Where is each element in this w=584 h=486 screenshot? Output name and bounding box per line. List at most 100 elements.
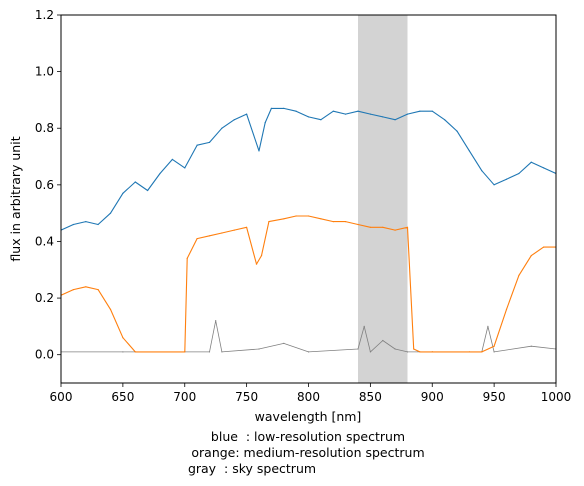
data-point-low-resolution <box>147 189 149 192</box>
data-point-low-resolution <box>134 181 136 183</box>
data-point-low-resolution <box>456 130 458 132</box>
data-point-low-resolution <box>171 158 173 160</box>
x-axis-label: wavelength [nm] <box>255 409 362 424</box>
data-point-low-resolution <box>264 122 266 124</box>
data-point-medium-resolution <box>505 308 508 310</box>
data-point-sky <box>406 351 409 353</box>
data-point-low-resolution <box>320 119 322 121</box>
data-point-medium-resolution <box>233 229 235 231</box>
data-point-low-resolution <box>419 110 421 112</box>
data-point-sky <box>363 325 365 327</box>
data-point-sky <box>487 325 489 327</box>
data-point-low-resolution <box>283 107 285 109</box>
series-line-sky <box>61 320 556 353</box>
data-point-medium-resolution <box>122 337 124 339</box>
data-point-low-resolution <box>505 178 508 180</box>
data-point-medium-resolution <box>413 348 415 350</box>
data-point-low-resolution <box>159 172 161 175</box>
data-point-sky <box>283 342 285 344</box>
data-point-medium-resolution <box>221 232 223 234</box>
data-point-medium-resolution <box>85 286 87 288</box>
data-point-sky <box>221 351 223 353</box>
data-point-sky <box>357 348 359 350</box>
data-point-sky <box>307 351 310 353</box>
data-point-medium-resolution <box>97 289 99 291</box>
data-point-low-resolution <box>468 150 470 152</box>
data-point-low-resolution <box>122 192 124 194</box>
y-tick-label: 1.0 <box>35 65 54 79</box>
data-point-low-resolution <box>543 167 545 169</box>
y-tick-label: 1.2 <box>35 8 54 22</box>
data-point-low-resolution <box>307 116 310 118</box>
x-tick-label: 600 <box>50 390 73 404</box>
data-point-medium-resolution <box>208 235 211 237</box>
data-point-low-resolution <box>530 161 532 163</box>
x-tick-label: 1000 <box>541 390 572 404</box>
data-point-low-resolution <box>357 110 359 112</box>
data-point-low-resolution <box>97 223 99 226</box>
data-point-medium-resolution <box>382 226 384 228</box>
data-point-low-resolution <box>196 144 198 146</box>
data-point-low-resolution <box>431 110 433 112</box>
data-point-medium-resolution <box>295 215 297 217</box>
data-point-low-resolution <box>184 167 186 169</box>
data-point-medium-resolution <box>307 215 310 217</box>
data-point-medium-resolution <box>493 345 495 347</box>
y-tick-label: 0.8 <box>35 121 54 135</box>
data-point-medium-resolution <box>260 255 263 257</box>
x-tick-label: 850 <box>359 390 382 404</box>
y-axis-ticks: 0.0 0.2 0.4 0.6 0.8 1.0 1.2 <box>35 8 61 362</box>
y-tick-label: 0.6 <box>35 178 54 192</box>
caption-line-orange: orange: medium-resolution spectrum <box>191 445 424 460</box>
data-point-low-resolution <box>444 119 446 121</box>
caption-line-blue: blue : low-resolution spectrum <box>211 429 405 444</box>
x-tick-label: 750 <box>235 390 258 404</box>
data-point-medium-resolution <box>468 351 470 353</box>
data-point-low-resolution <box>109 212 112 214</box>
data-point-low-resolution <box>394 119 396 121</box>
x-tick-label: 950 <box>483 390 506 404</box>
x-tick-label: 900 <box>421 390 444 404</box>
data-point-low-resolution <box>246 113 248 115</box>
data-point-sky <box>369 351 371 353</box>
plot-frame <box>60 14 557 384</box>
data-point-medium-resolution <box>394 229 396 231</box>
data-point-medium-resolution <box>332 221 334 223</box>
data-point-medium-resolution <box>283 218 285 220</box>
data-point-medium-resolution <box>419 351 421 353</box>
data-point-sky <box>382 339 384 342</box>
shaded-band <box>358 15 408 383</box>
data-point-sky <box>215 320 217 322</box>
x-tick-label: 700 <box>173 390 196 404</box>
data-point-low-resolution <box>72 223 74 226</box>
data-point-low-resolution <box>481 170 483 172</box>
data-point-low-resolution <box>258 150 260 152</box>
x-axis-ticks: 600 650 700 750 800 850 900 950 1000 <box>50 383 572 404</box>
data-point-medium-resolution <box>530 255 532 257</box>
data-point-low-resolution <box>221 127 223 129</box>
data-point-medium-resolution <box>186 257 188 259</box>
data-point-sky <box>258 348 260 350</box>
data-point-low-resolution <box>518 172 520 175</box>
data-point-low-resolution <box>345 113 347 115</box>
data-point-low-resolution <box>382 116 384 118</box>
caption-line-gray: gray : sky spectrum <box>188 461 316 476</box>
data-point-medium-resolution <box>543 246 545 248</box>
data-point-medium-resolution <box>109 308 112 310</box>
data-point-medium-resolution <box>481 351 483 353</box>
data-point-medium-resolution <box>406 226 409 228</box>
data-point-sky <box>530 345 532 347</box>
x-tick-label: 650 <box>111 390 134 404</box>
data-point-medium-resolution <box>246 226 248 228</box>
series-layer <box>61 107 556 353</box>
data-point-low-resolution <box>369 113 371 115</box>
data-point-low-resolution <box>270 107 272 109</box>
data-point-low-resolution <box>208 141 211 143</box>
data-point-medium-resolution <box>134 351 136 353</box>
data-point-medium-resolution <box>320 218 322 220</box>
data-point-medium-resolution <box>345 221 347 223</box>
data-point-low-resolution <box>233 119 235 121</box>
data-point-medium-resolution <box>357 223 359 226</box>
data-point-medium-resolution <box>268 221 270 223</box>
